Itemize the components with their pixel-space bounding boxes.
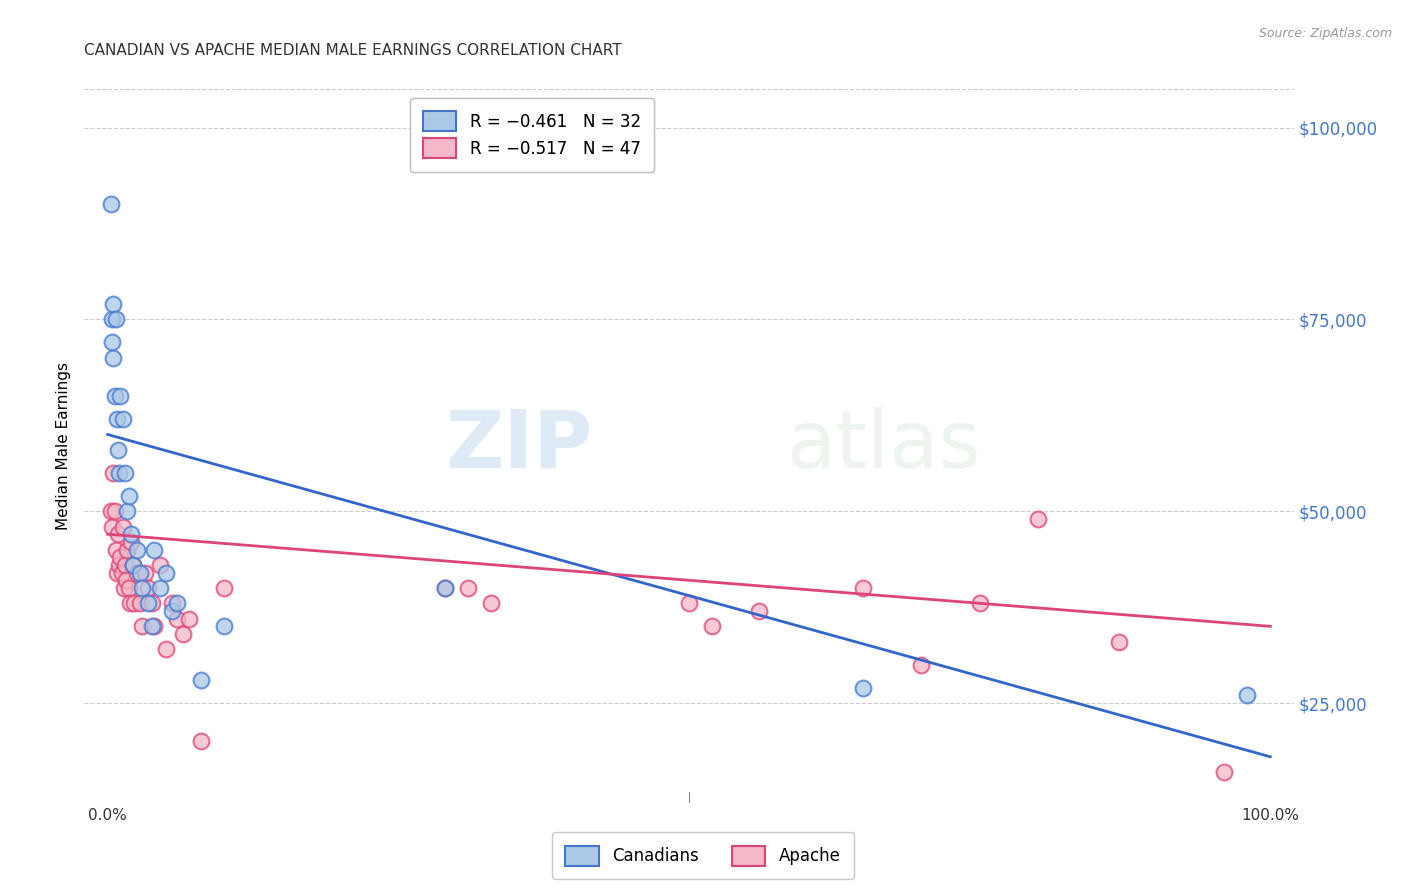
Point (104, 504, 127, 518)
Point (190, 734, 212, 748)
Point (969, 596, 991, 610)
Point (748, 604, 770, 618)
Text: atlas: atlas (786, 407, 980, 485)
Point (136, 596, 159, 610)
Point (125, 566, 148, 580)
Point (457, 581, 479, 595)
Point (1026, 512, 1049, 526)
Point (114, 558, 136, 572)
Point (149, 558, 172, 572)
Point (115, 574, 138, 588)
Legend: R = −0.461   N = 32, R = −0.517   N = 47: R = −0.461 N = 32, R = −0.517 N = 47 (409, 97, 654, 171)
Point (129, 596, 152, 610)
Point (117, 542, 139, 557)
Text: Source: ZipAtlas.com: Source: ZipAtlas.com (1258, 27, 1392, 40)
Point (136, 581, 159, 595)
Point (117, 581, 139, 595)
Point (177, 612, 200, 626)
Point (107, 527, 129, 541)
Point (108, 558, 131, 572)
Point (131, 581, 153, 595)
Point (112, 581, 135, 595)
Point (166, 596, 188, 610)
Y-axis label: Median Male Earnings: Median Male Earnings (56, 362, 72, 530)
Point (852, 681, 875, 695)
Point (111, 412, 134, 426)
Text: CANADIAN VS APACHE MEDIAN MALE EARNINGS CORRELATION CHART: CANADIAN VS APACHE MEDIAN MALE EARNINGS … (84, 43, 621, 58)
Point (122, 558, 145, 572)
Point (433, 581, 456, 595)
Point (120, 527, 142, 541)
Point (141, 619, 163, 633)
Point (103, 351, 125, 365)
Point (101, 335, 124, 350)
Point (110, 566, 132, 580)
Point (166, 612, 188, 626)
Point (143, 619, 166, 633)
Point (118, 596, 141, 610)
Point (1108, 634, 1130, 648)
Point (117, 489, 139, 503)
Point (172, 627, 194, 641)
Point (124, 596, 146, 610)
Point (103, 466, 125, 480)
Point (131, 619, 153, 633)
Point (103, 297, 125, 311)
Point (1236, 689, 1258, 703)
Point (104, 312, 127, 326)
Point (212, 581, 235, 595)
Point (910, 657, 932, 672)
Point (100, 504, 122, 518)
Point (479, 596, 502, 610)
Point (160, 604, 183, 618)
Point (114, 466, 136, 480)
Point (120, 535, 142, 549)
Point (702, 619, 724, 633)
Point (101, 519, 124, 533)
Point (129, 566, 152, 580)
Point (117, 504, 139, 518)
Point (110, 550, 132, 565)
Point (160, 596, 183, 610)
Point (134, 566, 156, 580)
Point (111, 519, 134, 533)
Point (155, 642, 177, 657)
Point (212, 619, 235, 633)
Point (190, 673, 212, 687)
Point (104, 542, 127, 557)
Point (108, 466, 131, 480)
Point (122, 558, 145, 572)
Point (1212, 765, 1234, 780)
Point (101, 312, 124, 326)
Point (143, 542, 166, 557)
Point (852, 581, 875, 595)
Point (104, 389, 127, 403)
Point (100, 197, 122, 211)
Point (107, 442, 129, 457)
Legend: Canadians, Apache: Canadians, Apache (553, 832, 853, 880)
Point (105, 412, 128, 426)
Point (149, 581, 172, 595)
Point (110, 389, 132, 403)
Point (433, 581, 456, 595)
Point (155, 566, 177, 580)
Point (125, 542, 148, 557)
Point (678, 596, 700, 610)
Point (141, 596, 163, 610)
Point (105, 566, 128, 580)
Text: ZIP: ZIP (444, 407, 592, 485)
